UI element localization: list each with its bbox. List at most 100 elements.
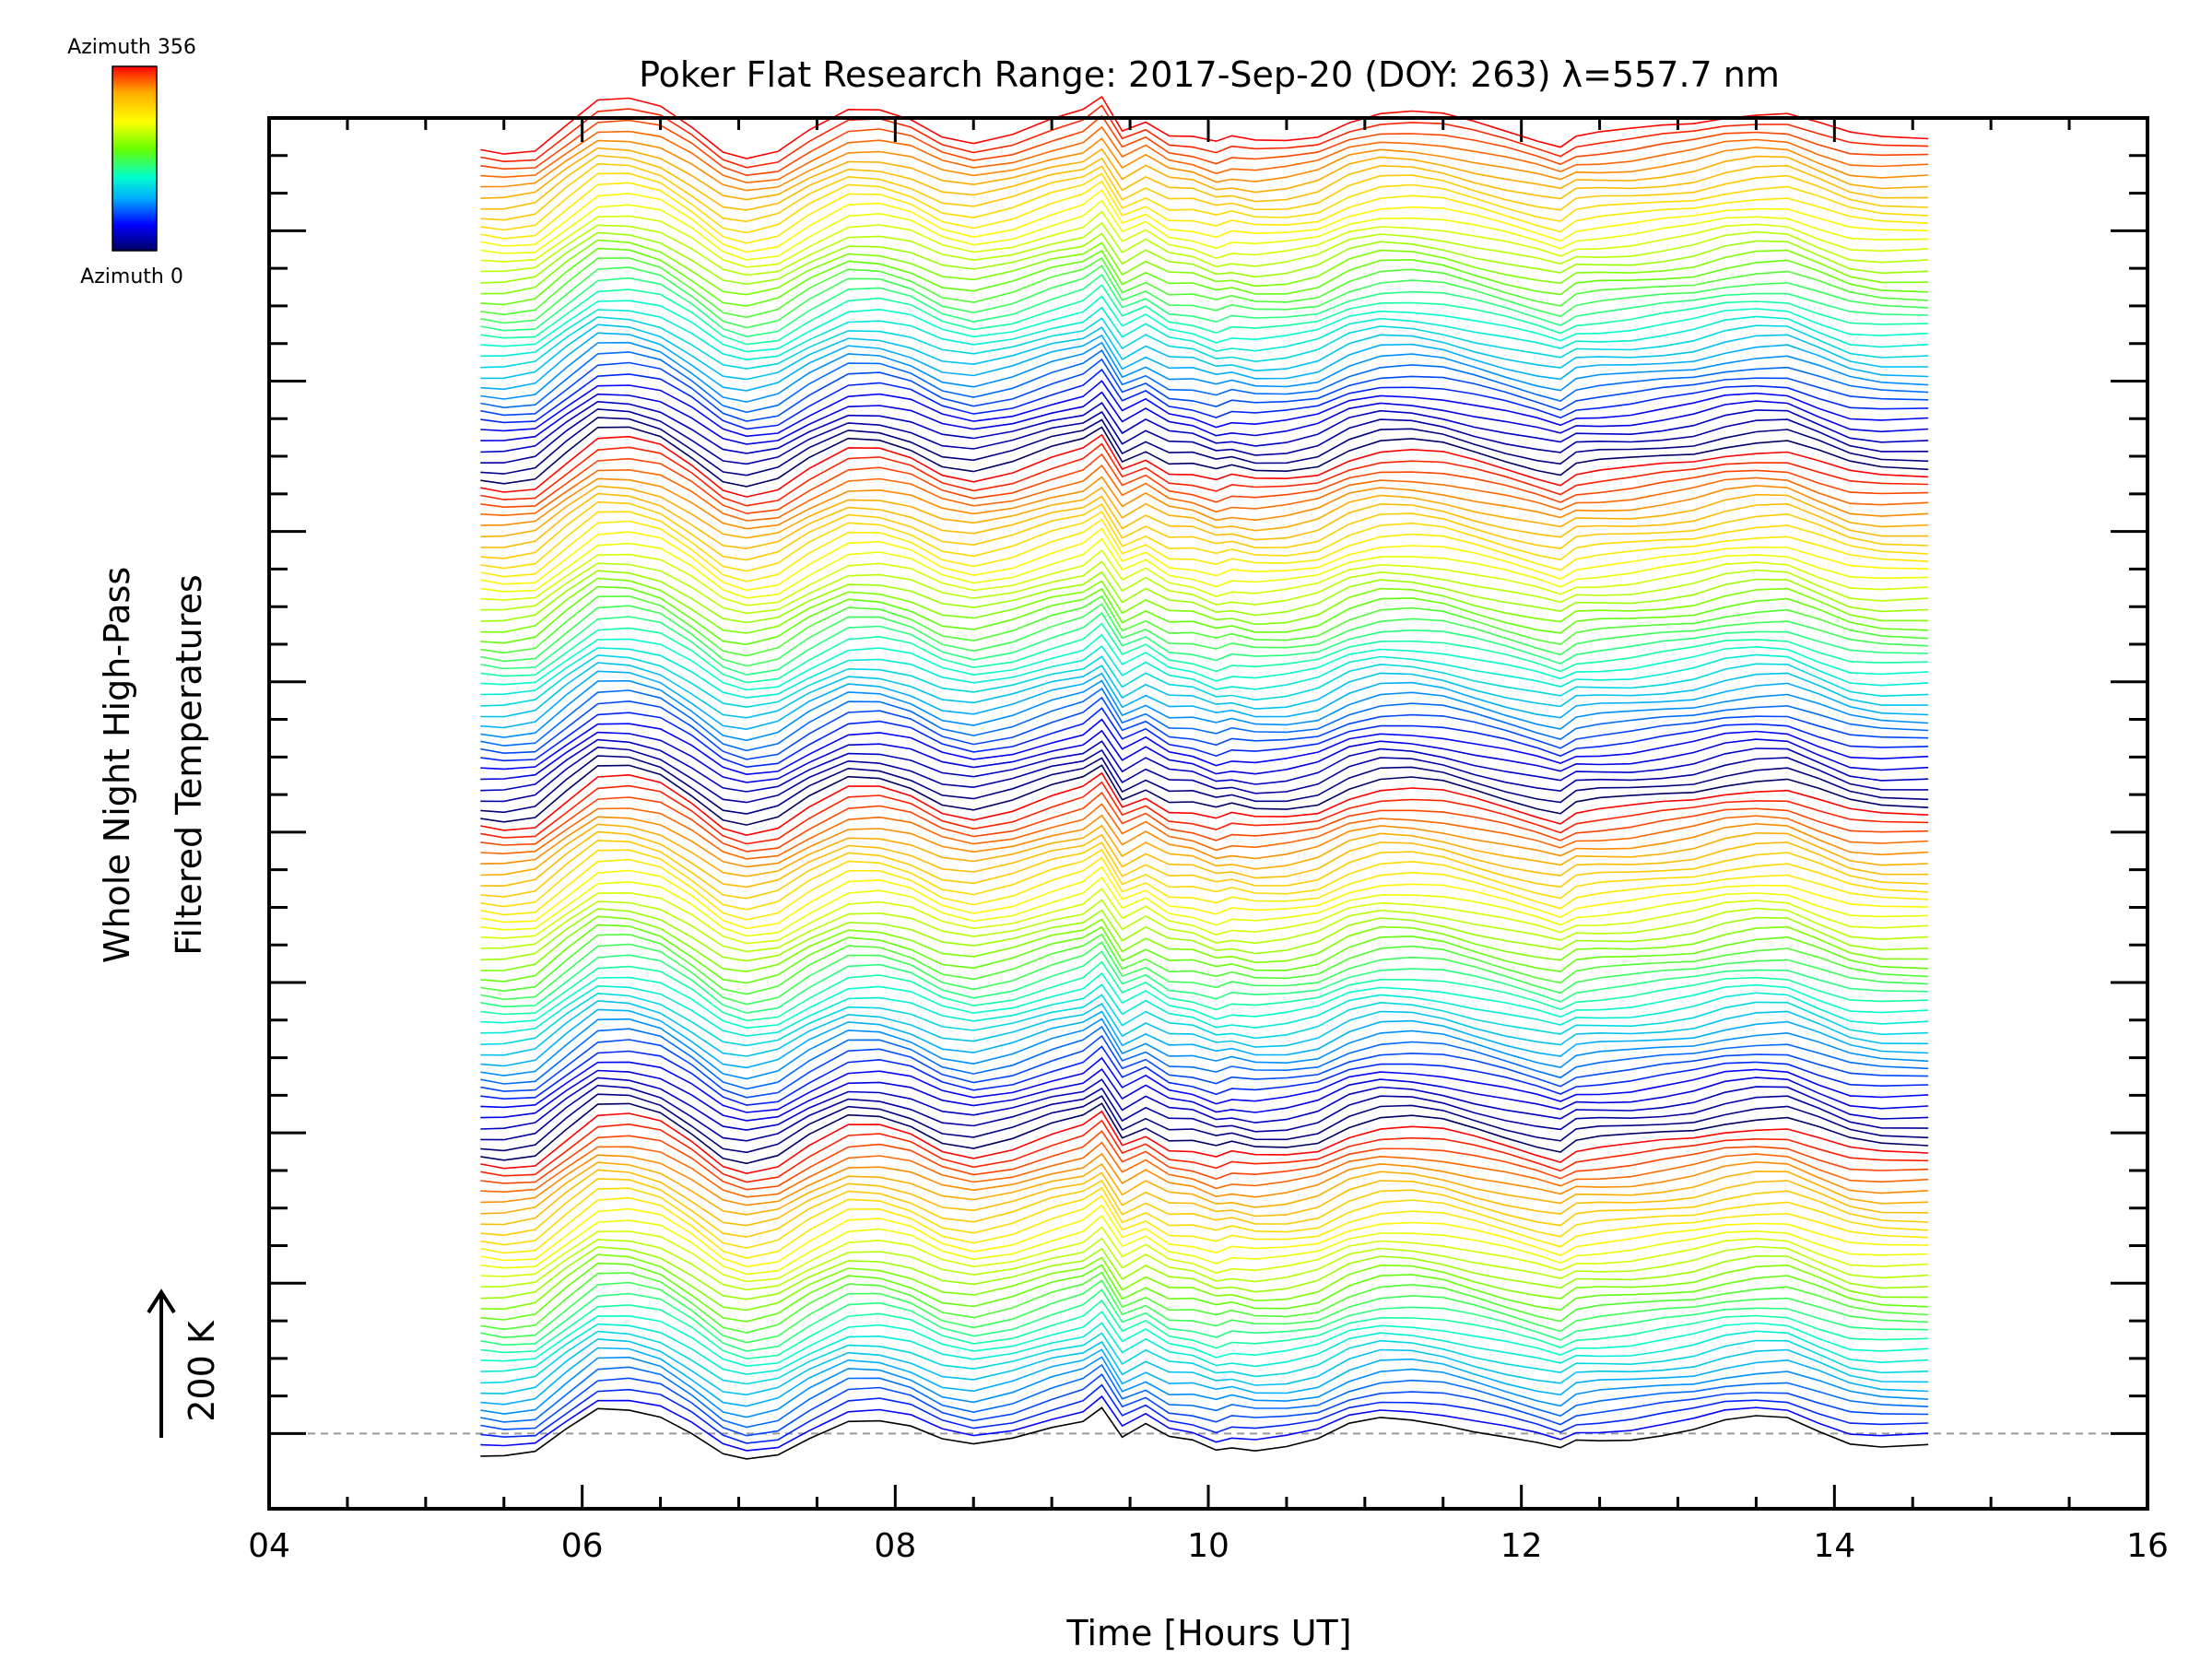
colorbar-top-label: Azimuth 356 xyxy=(67,36,196,59)
trace-line xyxy=(480,485,1929,539)
x-axis-label: Time [Hours UT] xyxy=(1065,1613,1351,1653)
trace-line xyxy=(480,1008,1929,1069)
trace-line xyxy=(480,1363,1929,1429)
x-tick-label: 12 xyxy=(1500,1527,1543,1565)
trace-line xyxy=(480,577,1929,634)
x-tick-label: 04 xyxy=(248,1527,290,1565)
trace-line xyxy=(480,511,1929,572)
trace-group xyxy=(480,95,1929,1460)
trace-line xyxy=(480,295,1929,353)
trace-line xyxy=(480,221,1929,276)
trace-line xyxy=(480,764,1929,826)
trace-line xyxy=(480,941,1929,1006)
trace-line xyxy=(480,771,1929,837)
y-axis-label-line2: Filtered Temperatures xyxy=(169,574,209,955)
trace-line xyxy=(480,537,1929,599)
trace-line xyxy=(480,1110,1929,1175)
x-tick-label: 06 xyxy=(561,1527,604,1565)
trace-line xyxy=(480,594,1929,657)
trace-line xyxy=(480,899,1929,953)
trace-line xyxy=(480,341,1929,403)
trace-line xyxy=(480,518,1929,582)
trace-line xyxy=(480,1194,1929,1259)
trace-line xyxy=(480,1299,1929,1360)
trace-line xyxy=(480,1018,1929,1080)
y-axis-ticks xyxy=(269,154,2147,1435)
trace-line xyxy=(480,983,1929,1037)
trace-line xyxy=(480,464,1929,522)
trace-line xyxy=(480,453,1929,514)
trace-line xyxy=(480,848,1929,911)
trace-line xyxy=(480,1288,1929,1352)
trace-line xyxy=(480,239,1929,296)
trace-line xyxy=(480,971,1929,1030)
trace-line xyxy=(480,1093,1929,1154)
trace-line xyxy=(480,814,1929,868)
trace-line xyxy=(480,1246,1929,1300)
trace-line xyxy=(480,1262,1929,1323)
trace-line xyxy=(480,746,1929,804)
trace-line xyxy=(480,349,1929,414)
trace-line xyxy=(480,125,1929,184)
trace-line xyxy=(480,324,1929,381)
trace-line xyxy=(480,856,1929,921)
trace-line xyxy=(480,172,1929,234)
scale-arrow-head xyxy=(147,1288,176,1314)
trace-line xyxy=(480,992,1929,1047)
trace-line xyxy=(480,1152,1929,1206)
trace-line xyxy=(480,284,1929,346)
trace-line xyxy=(480,199,1929,261)
colorbar-bottom-label: Azimuth 0 xyxy=(80,265,183,288)
x-tick-label: 10 xyxy=(1187,1527,1230,1565)
trace-line xyxy=(480,1214,1929,1276)
colorbar: Azimuth 356 Azimuth 0 xyxy=(67,36,196,288)
trace-line xyxy=(480,527,1929,592)
trace-line xyxy=(480,960,1929,1022)
trace-line xyxy=(480,1102,1929,1165)
trace-line xyxy=(480,950,1929,1014)
trace-line xyxy=(480,1045,1929,1106)
trace-line xyxy=(480,696,1929,760)
trace-line xyxy=(480,210,1929,268)
trace-line xyxy=(480,104,1929,169)
trace-line xyxy=(480,417,1929,477)
trace-line xyxy=(480,679,1929,742)
x-tick-label: 08 xyxy=(874,1527,916,1565)
trace-line xyxy=(480,1347,1929,1407)
trace-line xyxy=(480,408,1929,465)
trace-line xyxy=(480,1186,1929,1249)
trace-line xyxy=(480,1271,1929,1334)
trace-line xyxy=(480,1169,1929,1227)
trace-line xyxy=(480,95,1929,159)
trace-line xyxy=(480,876,1929,937)
trace-line xyxy=(480,803,1929,860)
trace-line xyxy=(480,1338,1929,1396)
trace-line xyxy=(480,426,1929,488)
trace-line xyxy=(480,1406,1929,1460)
trace-line xyxy=(480,791,1929,853)
trace-line xyxy=(480,718,1929,776)
trace-line xyxy=(480,1279,1929,1344)
trace-line xyxy=(480,380,1929,438)
trace-line xyxy=(480,306,1929,361)
trace-line xyxy=(480,442,1929,507)
trace-line xyxy=(480,560,1929,615)
trace-line xyxy=(480,662,1929,719)
trace-line xyxy=(480,162,1929,223)
trace-line xyxy=(480,273,1929,338)
trace-line xyxy=(480,1253,1929,1312)
y-axis-label-line1: Whole Night High-Pass xyxy=(97,567,137,963)
trace-line xyxy=(480,1373,1929,1437)
trace-line xyxy=(480,1025,1929,1090)
trace-line xyxy=(480,670,1929,731)
trace-line xyxy=(480,707,1929,769)
chart-title: Poker Flat Research Range: 2017-Sep-20 (… xyxy=(639,54,1780,95)
y-axis-label: Whole Night High-Pass Filtered Temperatu… xyxy=(97,567,209,963)
trace-line xyxy=(480,1141,1929,1198)
trace-line xyxy=(480,1056,1929,1113)
trace-line xyxy=(480,1356,1929,1418)
trace-line xyxy=(480,1226,1929,1283)
trace-line xyxy=(480,933,1929,995)
trace-line xyxy=(480,585,1929,646)
